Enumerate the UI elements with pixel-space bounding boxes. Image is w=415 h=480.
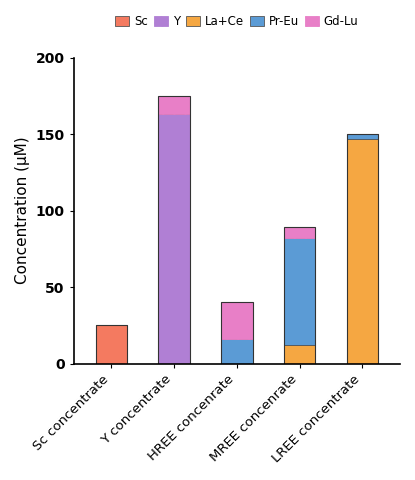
Bar [96,325,127,364]
Bar [284,345,315,364]
Legend: Sc, Y, La+Ce, Pr-Eu, Gd-Lu: Sc, Y, La+Ce, Pr-Eu, Gd-Lu [112,12,362,32]
Bar [221,302,253,364]
Bar [159,96,190,114]
Bar [159,96,190,364]
Bar [284,238,315,345]
Bar [284,228,315,364]
Bar [347,139,378,364]
Bar [347,134,378,139]
Bar [159,114,190,364]
Bar [221,339,253,364]
Bar [284,228,315,238]
Bar [96,325,127,364]
Bar [221,302,253,339]
Y-axis label: Concentration (μM): Concentration (μM) [15,137,30,285]
Bar [347,134,378,364]
